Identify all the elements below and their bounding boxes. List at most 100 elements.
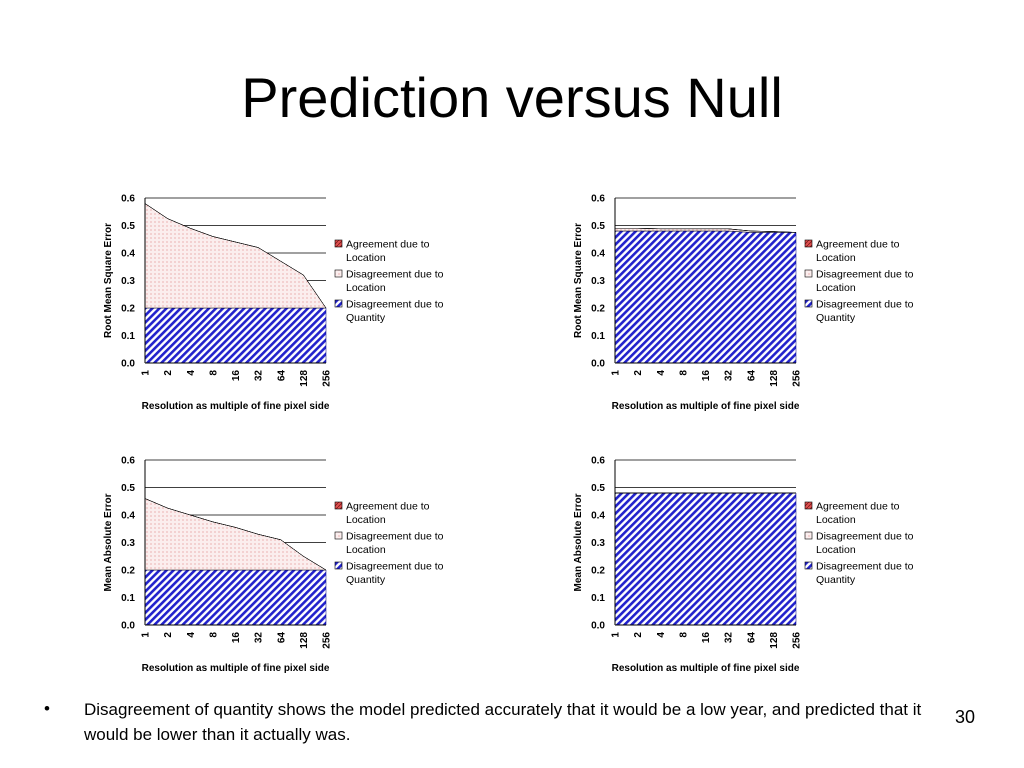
x-tick-label: 4 bbox=[656, 370, 667, 376]
x-tick-label: 4 bbox=[186, 370, 197, 376]
x-tick-label: 32 bbox=[724, 632, 735, 644]
y-tick-label: 0.1 bbox=[591, 593, 605, 604]
y-tick-label: 0.2 bbox=[121, 304, 135, 315]
slide-title: Prediction versus Null bbox=[241, 66, 783, 129]
legend-label-line1: Disagreement due to bbox=[816, 269, 914, 281]
series-area-agreement-location bbox=[144, 498, 327, 571]
x-tick-label: 256 bbox=[792, 632, 803, 649]
series-area-disagreement-quantity bbox=[144, 569, 327, 626]
y-tick-label: 0.5 bbox=[591, 221, 605, 232]
legend-label-line1: Agreement due to bbox=[346, 501, 430, 513]
x-tick-label: 16 bbox=[231, 370, 242, 382]
slide-caption: Disagreement of quantity shows the model… bbox=[84, 700, 922, 744]
x-tick-label: 256 bbox=[322, 632, 333, 649]
legend-label-line1: Agreement due to bbox=[816, 501, 900, 513]
legend-label-line2: Location bbox=[346, 252, 386, 264]
y-tick-label: 0.0 bbox=[591, 359, 605, 370]
legend-label-line1: Disagreement due to bbox=[346, 561, 444, 573]
x-tick-label: 1 bbox=[611, 632, 622, 638]
y-tick-label: 0.5 bbox=[121, 483, 135, 494]
legend-swatch bbox=[334, 561, 343, 570]
y-tick-label: 0.4 bbox=[591, 249, 605, 260]
y-tick-label: 0.3 bbox=[591, 276, 605, 287]
legend-label-line2: Location bbox=[816, 544, 856, 556]
chart-rmse-prediction: 0.0 0.1 0.2 0.3 0.4 0.5 0.6 1 2 4 8 16 32 64 128 256 Res… bbox=[103, 194, 444, 413]
legend-swatch bbox=[804, 501, 813, 510]
legend-label-line2: Quantity bbox=[816, 312, 856, 324]
legend-swatch bbox=[804, 269, 813, 278]
series-area-disagreement-quantity bbox=[614, 492, 797, 626]
x-tick-label: 32 bbox=[724, 370, 735, 382]
legend-label-line2: Quantity bbox=[346, 312, 386, 324]
legend-label-line2: Quantity bbox=[346, 574, 386, 586]
y-tick-label: 0.3 bbox=[591, 538, 605, 549]
y-tick-label: 0.6 bbox=[591, 456, 605, 467]
x-tick-label: 16 bbox=[701, 632, 712, 644]
y-axis-title: Mean Absolute Error bbox=[103, 493, 114, 591]
x-tick-label: 128 bbox=[769, 632, 780, 649]
x-tick-label: 4 bbox=[186, 632, 197, 638]
legend-label-line2: Location bbox=[346, 514, 386, 526]
y-tick-label: 0.5 bbox=[121, 221, 135, 232]
legend-label-line2: Quantity bbox=[816, 574, 856, 586]
y-tick-label: 0.1 bbox=[121, 593, 135, 604]
legend-label-line1: Disagreement due to bbox=[346, 269, 444, 281]
x-tick-label: 256 bbox=[322, 370, 333, 387]
x-tick-label: 8 bbox=[678, 632, 689, 638]
y-tick-label: 0.3 bbox=[121, 276, 135, 287]
legend-swatch bbox=[334, 269, 343, 278]
x-tick-label: 2 bbox=[633, 632, 644, 638]
y-axis-title: Root Mean Square Error bbox=[573, 223, 584, 338]
x-tick-label: 64 bbox=[276, 632, 287, 644]
y-tick-label: 0.2 bbox=[121, 566, 135, 577]
legend-swatch bbox=[804, 239, 813, 248]
x-axis-title: Resolution as multiple of fine pixel sid… bbox=[142, 401, 330, 412]
y-tick-label: 0.4 bbox=[121, 511, 135, 522]
legend-label-line2: Location bbox=[816, 514, 856, 526]
legend-label-line1: Disagreement due to bbox=[816, 299, 914, 311]
legend-label-line2: Location bbox=[346, 282, 386, 294]
chart-mae-null: 0.0 0.1 0.2 0.3 0.4 0.5 0.6 1 2 4 8 16 32 64 128 256 Res… bbox=[573, 456, 914, 675]
y-tick-label: 0.0 bbox=[121, 359, 135, 370]
x-tick-label: 128 bbox=[299, 632, 310, 649]
x-tick-label: 256 bbox=[792, 370, 803, 387]
x-tick-label: 1 bbox=[141, 370, 152, 376]
legend-label-line2: Location bbox=[816, 282, 856, 294]
legend-label-line1: Agreement due to bbox=[346, 239, 430, 251]
legend-label-line1: Disagreement due to bbox=[346, 531, 444, 543]
legend-swatch bbox=[334, 239, 343, 248]
series-area-disagreement-quantity bbox=[614, 230, 797, 364]
legend-swatch bbox=[334, 531, 343, 540]
page-number: 30 bbox=[954, 707, 975, 727]
x-tick-label: 1 bbox=[611, 370, 622, 376]
series-area-disagreement-location bbox=[144, 203, 327, 309]
y-tick-label: 0.6 bbox=[121, 194, 135, 205]
y-tick-label: 0.6 bbox=[121, 456, 135, 467]
x-tick-label: 8 bbox=[678, 370, 689, 376]
y-tick-label: 0.4 bbox=[591, 511, 605, 522]
y-tick-label: 0.0 bbox=[121, 621, 135, 632]
y-tick-label: 0.1 bbox=[121, 331, 135, 342]
bullet-marker: • bbox=[44, 699, 50, 718]
series-area-disagreement-location bbox=[144, 498, 327, 571]
x-tick-label: 128 bbox=[769, 370, 780, 387]
legend-swatch bbox=[804, 531, 813, 540]
legend-label-line1: Disagreement due to bbox=[346, 299, 444, 311]
x-tick-label: 16 bbox=[701, 370, 712, 382]
x-axis-title: Resolution as multiple of fine pixel sid… bbox=[612, 663, 800, 674]
legend-label-line2: Location bbox=[816, 252, 856, 264]
x-tick-label: 2 bbox=[163, 632, 174, 638]
x-tick-label: 8 bbox=[208, 632, 219, 638]
y-axis-title: Mean Absolute Error bbox=[573, 493, 584, 591]
x-axis-title: Resolution as multiple of fine pixel sid… bbox=[142, 663, 330, 674]
series-area-agreement-location bbox=[144, 203, 327, 309]
x-tick-label: 64 bbox=[276, 370, 287, 382]
y-tick-label: 0.6 bbox=[591, 194, 605, 205]
x-tick-label: 2 bbox=[163, 370, 174, 376]
legend-swatch bbox=[804, 299, 813, 308]
y-axis-title: Root Mean Square Error bbox=[103, 223, 114, 338]
y-tick-label: 0.3 bbox=[121, 538, 135, 549]
legend-swatch bbox=[334, 501, 343, 510]
legend-label-line1: Disagreement due to bbox=[816, 531, 914, 543]
x-tick-label: 16 bbox=[231, 632, 242, 644]
